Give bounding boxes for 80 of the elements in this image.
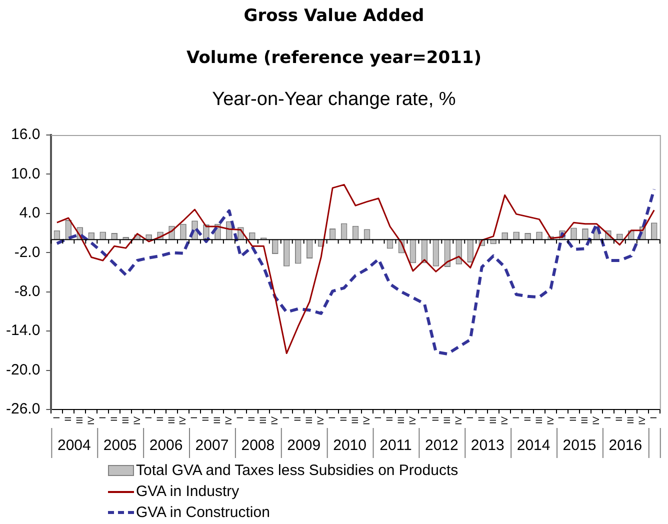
x-tick-label: III: [534, 416, 544, 424]
x-tick-label: II: [384, 416, 394, 422]
x-tick-label: III: [258, 416, 268, 424]
y-tick-label: 10.0: [10, 165, 40, 182]
x-tick-label: IV: [499, 416, 510, 426]
x-tick-label: I: [510, 416, 521, 420]
x-tick-label: III: [304, 416, 314, 424]
x-tick-label: IV: [316, 416, 326, 426]
x-tick-label: I: [235, 416, 246, 420]
x-tick-label: IV: [132, 416, 142, 426]
text: 2007: [195, 437, 229, 454]
x-tick-label: II: [430, 416, 440, 422]
x-tick-label: IV: [407, 416, 418, 426]
x-tick-label: IV: [86, 416, 96, 426]
x-tick-label: III: [166, 416, 176, 424]
x-tick-label: I: [464, 416, 475, 420]
x-tick-label: I: [143, 416, 154, 420]
legend-label: GVA in Industry: [136, 483, 240, 500]
x-tick-label: I: [648, 416, 659, 420]
x-tick-label: I: [51, 416, 62, 420]
x-tick-label: IV: [591, 416, 602, 426]
y-tick-label: -26.0: [6, 400, 40, 418]
y-tick-label: -2.0: [14, 244, 40, 261]
x-tick-label: II: [568, 416, 578, 422]
x-tick-label: I: [556, 416, 567, 420]
y-tick-label: -14.0: [6, 322, 40, 340]
x-tick-label: I: [189, 416, 200, 420]
text: 2014: [516, 437, 550, 454]
text: 2013: [470, 437, 504, 454]
y-tick-label: 4.0: [19, 204, 40, 222]
y-tick-label: -8.0: [14, 282, 40, 300]
y-axis-title: Year-on-Year change rate, %: [211, 89, 457, 111]
text: 2006: [149, 437, 183, 454]
x-tick-label: II: [522, 416, 532, 422]
x-tick-label: IV: [545, 416, 556, 426]
x-tick-label: IV: [178, 416, 188, 426]
text: 2008: [241, 437, 275, 454]
x-tick-label: IV: [637, 416, 648, 426]
x-tick-label: II: [246, 416, 257, 422]
text: 2011: [380, 437, 412, 454]
x-tick-label: II: [62, 416, 73, 422]
x-tick-label: III: [212, 416, 222, 424]
chart-title: Gross Value Added: [242, 6, 426, 26]
x-tick-label: III: [74, 416, 84, 424]
chart-subtitle: Volume (reference year=2011): [186, 48, 482, 68]
text: 2005: [103, 437, 137, 454]
text: 2012: [424, 437, 458, 454]
x-tick-label: II: [292, 416, 303, 422]
x-tick-label: I: [418, 416, 429, 420]
text: 2016: [608, 437, 642, 454]
x-tick-label: II: [614, 416, 624, 422]
x-tick-label: III: [626, 416, 636, 424]
x-tick-label: I: [327, 416, 338, 420]
legend-label: GVA in Construction: [136, 504, 270, 521]
x-tick-label: I: [97, 416, 108, 420]
x-tick-label: III: [120, 416, 130, 424]
text: 2009: [287, 437, 321, 454]
text: 2015: [562, 437, 596, 454]
y-tick-label: -20.0: [6, 361, 40, 378]
x-tick-label: II: [200, 416, 211, 422]
x-tick-label: III: [350, 416, 360, 424]
x-tick-label: III: [396, 416, 406, 424]
x-tick-label: II: [108, 416, 119, 422]
x-tick-label: III: [488, 416, 498, 424]
x-tick-label: IV: [453, 416, 464, 426]
text: 2004: [57, 437, 91, 454]
x-tick-label: IV: [224, 416, 234, 426]
legend-label: Total GVA and Taxes less Subsidies on Products: [136, 462, 458, 479]
x-tick-label: IV: [362, 416, 372, 426]
text: 2010: [333, 437, 366, 454]
x-tick-label: III: [442, 416, 452, 424]
x-tick-label: I: [372, 416, 383, 420]
x-tick-label: II: [154, 416, 165, 422]
x-tick-label: IV: [270, 416, 280, 426]
y-tick-label: 16.0: [10, 126, 40, 144]
x-tick-label: III: [580, 416, 590, 424]
x-tick-label: II: [338, 416, 349, 422]
x-tick-label: I: [602, 416, 613, 420]
x-tick-label: I: [281, 416, 292, 420]
x-tick-label: II: [476, 416, 486, 422]
